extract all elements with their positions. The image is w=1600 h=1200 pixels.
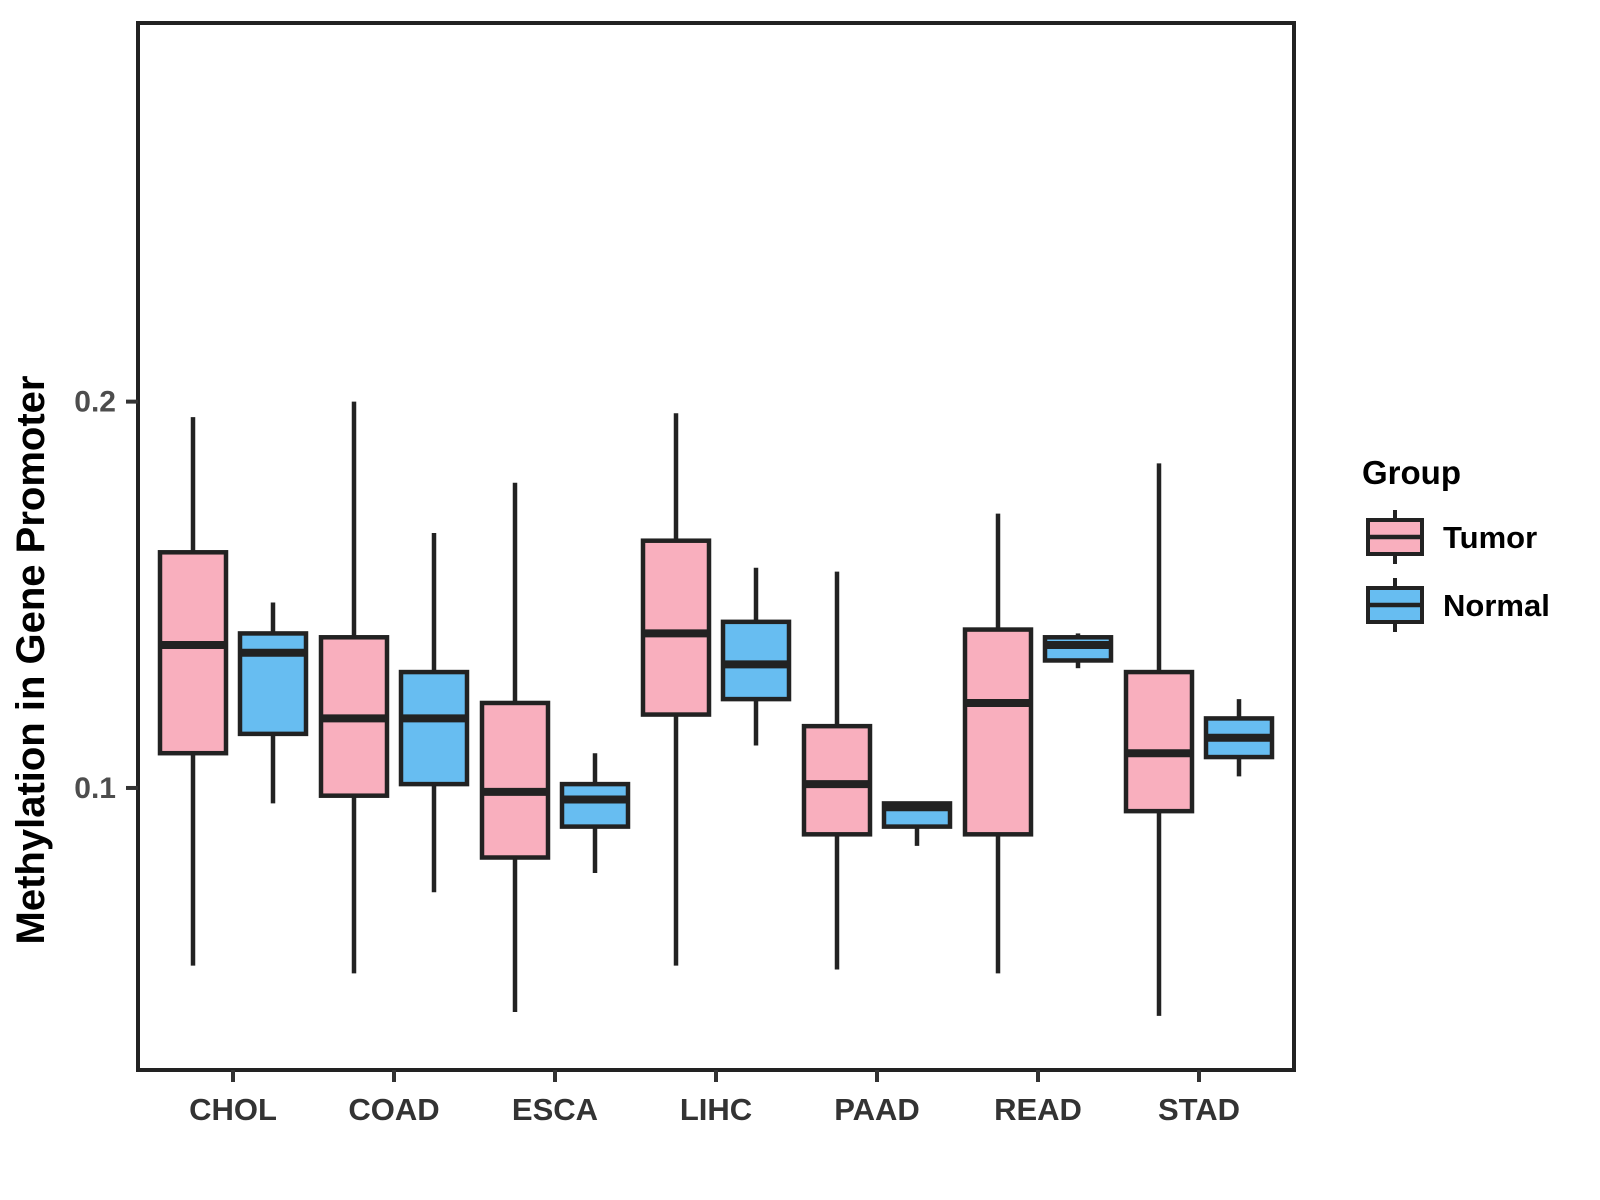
panel-border bbox=[136, 21, 1296, 1072]
x-tick-label-LIHC: LIHC bbox=[680, 1092, 752, 1127]
legend-title: Group bbox=[1362, 454, 1461, 491]
box-Normal-ESCA bbox=[559, 781, 631, 829]
y-tick-label-0.2: 0.2 bbox=[74, 386, 116, 419]
legend-label-Normal: Normal bbox=[1443, 588, 1550, 623]
x-ticks: CHOL COAD ESCA LIHC PAAD READ STAD bbox=[189, 1070, 1240, 1127]
box-Tumor-READ bbox=[962, 627, 1034, 837]
box-Normal-COAD bbox=[398, 669, 470, 787]
y-tick-label-0.1: 0.1 bbox=[74, 772, 116, 805]
box-Tumor-CHOL bbox=[157, 550, 229, 756]
y-axis: 0.1 0.2 Methylation in Gene Promoter bbox=[9, 376, 138, 945]
x-tick-label-ESCA: ESCA bbox=[512, 1092, 598, 1127]
box-Tumor-STAD bbox=[1123, 669, 1195, 814]
box-Tumor-ESCA bbox=[479, 700, 551, 860]
x-tick-label-READ: READ bbox=[994, 1092, 1082, 1127]
legend-item-Tumor: Tumor bbox=[1366, 510, 1537, 564]
legend-items: Tumor Normal bbox=[1366, 510, 1550, 632]
x-tick-label-STAD: STAD bbox=[1158, 1092, 1240, 1127]
plot-panel bbox=[136, 21, 1296, 1072]
x-tick-label-COAD: COAD bbox=[348, 1092, 439, 1127]
y-axis-title: Methylation in Gene Promoter bbox=[9, 376, 53, 945]
boxes bbox=[157, 401, 1275, 1016]
legend-item-Normal: Normal bbox=[1366, 578, 1550, 632]
legend: Group Tumor Normal bbox=[1362, 454, 1550, 632]
x-axis: CHOL COAD ESCA LIHC PAAD READ STAD bbox=[189, 1070, 1240, 1127]
box-Normal-CHOL bbox=[237, 631, 309, 737]
y-ticks: 0.1 0.2 bbox=[74, 386, 138, 805]
legend-label-Tumor: Tumor bbox=[1443, 520, 1537, 555]
box-Tumor-LIHC bbox=[640, 538, 712, 717]
x-tick-label-CHOL: CHOL bbox=[189, 1092, 277, 1127]
x-tick-label-PAAD: PAAD bbox=[834, 1092, 920, 1127]
